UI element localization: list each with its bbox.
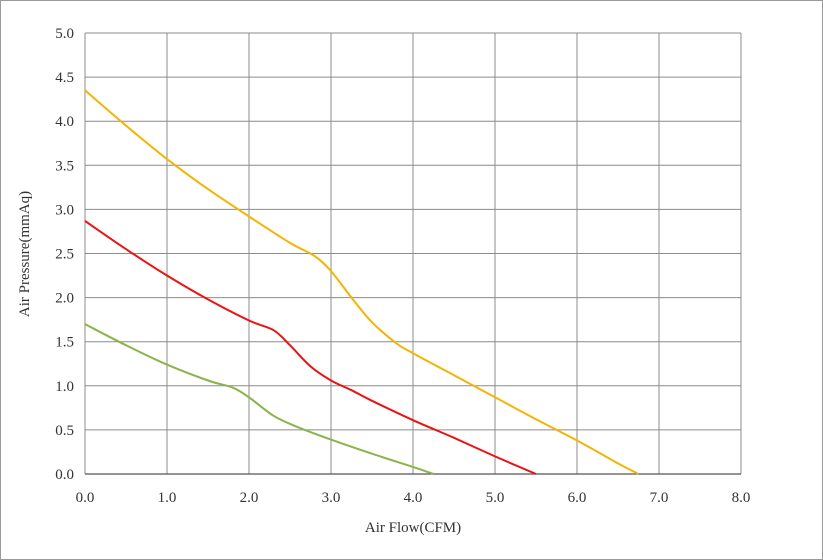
x-tick-label: 7.0 — [650, 490, 669, 506]
series-line-3 — [84, 323, 434, 475]
y-tick-label: 3.5 — [55, 158, 74, 174]
x-tick-label: 4.0 — [404, 490, 423, 506]
y-axis-label: Air Pressure(mmAq) — [17, 191, 33, 317]
y-tick-label: 0.0 — [55, 467, 74, 483]
y-tick-label: 0.5 — [55, 423, 74, 439]
series-lines — [84, 89, 639, 475]
x-tick-labels: 0.0 1.0 2.0 3.0 4.0 5.0 6.0 7.0 8.0 — [76, 490, 751, 506]
y-tick-label: 2.0 — [55, 291, 74, 307]
x-tick-label: 0.0 — [76, 490, 95, 506]
y-tick-label: 2.5 — [55, 247, 74, 263]
series-line-1 — [84, 89, 639, 475]
x-tick-label: 6.0 — [568, 490, 587, 506]
x-axis-label: Air Flow(CFM) — [365, 520, 461, 536]
y-tick-label: 1.0 — [55, 379, 74, 395]
x-tick-label: 3.0 — [322, 490, 341, 506]
grid-lines — [84, 32, 742, 475]
y-tick-label: 5.0 — [55, 26, 74, 42]
x-tick-label: 8.0 — [732, 490, 751, 506]
x-tick-label: 2.0 — [240, 490, 259, 506]
y-tick-label: 4.0 — [55, 114, 74, 130]
x-tick-label: 1.0 — [158, 490, 177, 506]
y-tick-label: 1.5 — [55, 335, 74, 351]
y-tick-label: 4.5 — [55, 70, 74, 86]
y-tick-label: 3.0 — [55, 202, 74, 218]
y-tick-labels: 0.0 0.5 1.0 1.5 2.0 2.5 3.0 3.5 4.0 4.5 5.0 — [55, 26, 74, 483]
x-tick-label: 5.0 — [486, 490, 505, 506]
series-line-2 — [84, 220, 537, 475]
